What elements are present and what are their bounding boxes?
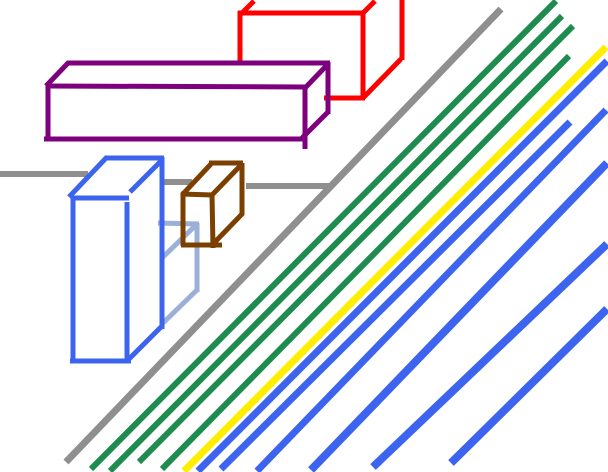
gray-diagonal-stripe-segment bbox=[63, 6, 504, 465]
red-box bbox=[237, 0, 405, 101]
red-box-segment bbox=[361, 0, 377, 15]
purple-box-segment bbox=[300, 110, 330, 140]
blue-stripes bbox=[195, 58, 608, 472]
gray-horizontal-line bbox=[0, 171, 332, 189]
light-blue-box-segment bbox=[161, 287, 200, 325]
blue-stripes-segment bbox=[195, 58, 608, 472]
yellow-stripe-segment bbox=[181, 44, 608, 472]
blue-stripes-segment bbox=[254, 107, 608, 472]
blue-stripes-thick bbox=[308, 160, 608, 472]
yellow-stripe bbox=[181, 44, 608, 472]
brown-box-segment bbox=[209, 193, 216, 249]
red-box-segment bbox=[361, 57, 403, 100]
light-blue-box bbox=[157, 220, 200, 325]
blue-box-segment bbox=[128, 159, 163, 194]
brown-box-segment bbox=[180, 162, 213, 197]
green-stripes-segment bbox=[107, 13, 565, 472]
green-stripes-segment bbox=[136, 23, 576, 465]
brown-box-segment bbox=[211, 211, 245, 246]
brown-box-segment bbox=[180, 191, 214, 198]
green-stripes bbox=[88, 0, 576, 472]
blue-box bbox=[67, 155, 165, 364]
blue-stripes-thick-segment bbox=[308, 160, 608, 472]
purple-box-segment bbox=[44, 60, 71, 88]
blue-stripes-segment bbox=[218, 119, 573, 472]
brown-box bbox=[180, 160, 245, 249]
purple-box-segment bbox=[303, 61, 331, 90]
blue-box-segment bbox=[67, 155, 109, 199]
purple-box-segment bbox=[46, 83, 306, 90]
light-blue-box-segment bbox=[160, 222, 199, 260]
blue-box-segment bbox=[125, 323, 165, 363]
gray-diagonal-stripe bbox=[63, 6, 504, 465]
purple-box bbox=[44, 60, 331, 149]
blue-stripes-thick-segment bbox=[448, 306, 608, 466]
brown-box-segment bbox=[210, 162, 244, 197]
green-stripes-segment bbox=[159, 53, 572, 472]
blue-stripes-thick-segment bbox=[370, 241, 608, 470]
green-stripes-segment bbox=[88, 0, 559, 472]
light-blue-box-segment bbox=[157, 220, 200, 227]
